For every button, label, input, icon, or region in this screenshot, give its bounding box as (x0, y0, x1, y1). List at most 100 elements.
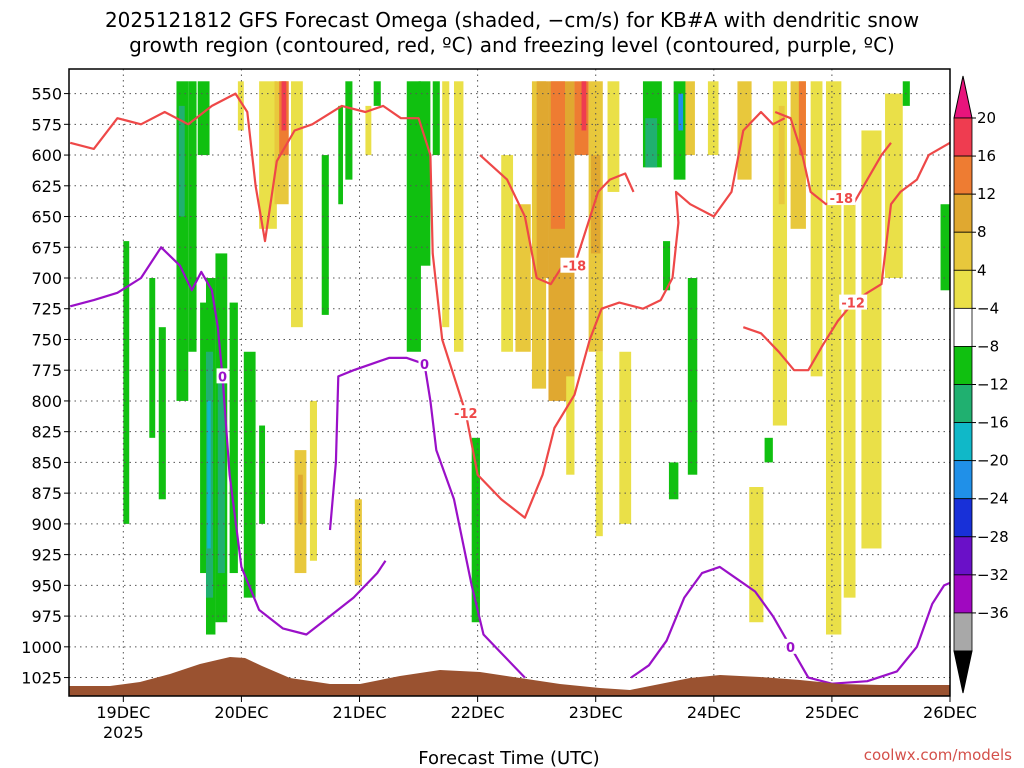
omega-patch-42 (550, 81, 566, 229)
omega-patch-20 (281, 81, 287, 131)
omega-patch-12 (217, 376, 225, 574)
y-tick-label-925: 925 (31, 546, 62, 565)
y-tick-label-575: 575 (31, 115, 62, 134)
omega-patch-62 (764, 437, 773, 463)
x-tick-label-26DEC: 26DEC (923, 703, 977, 722)
x-tick-label-21DEC: 21DEC (333, 703, 387, 722)
x-tick-sublabel-19DEC: 2025 (103, 723, 144, 742)
purple-contour-label-bg-2 (784, 638, 797, 654)
colorbar-swatch-0 (953, 117, 973, 157)
terrain-profile (69, 657, 950, 696)
y-tick-label-675: 675 (31, 238, 62, 257)
omega-patch-55 (673, 81, 686, 180)
omega-patch-44 (574, 81, 589, 156)
colorbar-label-13: −36 (977, 604, 1009, 622)
y-tick-label-800: 800 (31, 392, 62, 411)
purple-contour-label-2: 0 (786, 641, 795, 656)
colorbar-label-10: −24 (977, 490, 1009, 508)
omega-patch-16 (259, 425, 266, 524)
chart-title-line1: 2025121812 GFS Forecast Omega (shaded, −… (105, 8, 919, 32)
colorbar-label-6: −8 (977, 337, 999, 355)
red-contour-label-3: -12 (841, 297, 865, 312)
omega-patch-6 (197, 81, 210, 156)
y-tick-label-550: 550 (31, 85, 62, 104)
omega-patch-3 (176, 81, 189, 401)
x-tick-label-19DEC: 19DEC (96, 703, 150, 722)
colorbar-swatch-8 (953, 422, 973, 462)
colorbar-swatch-13 (953, 612, 973, 652)
colorbar-swatch-11 (953, 536, 973, 576)
colorbar: 20 16 12 8 4 −4 −8 −12 −16 −20 −24 −28 −32 −36 (953, 75, 1009, 694)
colorbar-swatch-10 (953, 498, 973, 538)
omega-patch-56 (678, 93, 684, 131)
omega-patch-67 (810, 81, 823, 377)
dendritic-contours: -12 -18 -18 -12 (69, 92, 951, 519)
y-tick-label-775: 775 (31, 361, 62, 380)
y-tick-label-875: 875 (31, 484, 62, 503)
omega-patch-64 (778, 105, 785, 205)
omega-patch-58 (687, 278, 698, 475)
omega-patch-61 (749, 487, 764, 623)
chart-title-line2: growth region (contoured, red, ºC) and f… (129, 33, 895, 57)
omega-patch-2 (158, 327, 166, 500)
omega-patch-69 (843, 204, 856, 598)
y-tick-label-625: 625 (31, 177, 62, 196)
y-tick-label-700: 700 (31, 269, 62, 288)
colorbar-label-4: 4 (977, 261, 987, 279)
omega-patch-47 (590, 155, 601, 254)
omega-patch-53 (663, 241, 671, 291)
omega-patch-54 (668, 462, 679, 500)
colorbar-top-arrow (953, 75, 973, 119)
colorbar-label-8: −16 (977, 414, 1009, 432)
y-axis: 550 575 600 625 650 675 700 725 750 775 800 825 850 8… (21, 85, 69, 688)
omega-patch-49 (607, 81, 620, 192)
colorbar-label-1: 16 (977, 147, 996, 165)
omega-patch-35 (453, 81, 464, 352)
omega-patch-38 (515, 204, 531, 352)
omega-patch-32 (418, 81, 431, 266)
purple-contour-line-2 (630, 565, 951, 685)
colorbar-swatch-3 (953, 231, 973, 271)
purple-contour-label-bg-0 (216, 368, 229, 384)
plot-area: -12 -18 -18 -12 0 0 0 (68, 68, 951, 697)
omega-patch-26 (338, 105, 343, 205)
omega-patch-66 (798, 81, 806, 156)
x-tick-label-24DEC: 24DEC (687, 703, 741, 722)
colorbar-swatch-9 (953, 460, 973, 500)
y-tick-label-825: 825 (31, 423, 62, 442)
red-contour-label-1: -18 (563, 260, 587, 275)
y-tick-label-975: 975 (31, 607, 62, 626)
omega-patch-0 (123, 241, 130, 524)
omega-patch-33 (432, 81, 440, 156)
purple-contour-label-bg-1 (418, 356, 431, 372)
omega-patch-68 (825, 81, 842, 635)
colorbar-swatch-4 (953, 269, 973, 309)
colorbar-label-2: 12 (977, 185, 996, 203)
colorbar-swatch-12 (953, 574, 973, 614)
omega-patch-10 (207, 400, 211, 549)
x-tick-label-23DEC: 23DEC (569, 703, 623, 722)
y-tick-label-950: 950 (31, 576, 62, 595)
credit-text: coolwx.com/models (864, 746, 1012, 764)
y-tick-label-750: 750 (31, 330, 62, 349)
omega-patch-34 (442, 81, 450, 328)
red-contour-label-2: -18 (830, 192, 854, 207)
colorbar-label-9: −20 (977, 452, 1009, 470)
omega-patch-45 (581, 81, 587, 131)
omega-patch-43 (566, 376, 575, 475)
purple-contour-line-0 (69, 246, 387, 636)
y-tick-label-900: 900 (31, 515, 62, 534)
freezing-level-contours: 0 0 0 (69, 246, 951, 685)
omega-patch-36 (471, 437, 480, 623)
x-tick-label-20DEC: 20DEC (214, 703, 268, 722)
omega-patch-31 (406, 81, 421, 352)
red-contour-label-bg-1 (560, 257, 589, 273)
colorbar-label-0: 20 (977, 109, 996, 127)
omega-patch-70 (861, 130, 882, 549)
omega-patch-25 (321, 155, 329, 315)
omega-patch-23 (298, 474, 303, 524)
x-axis-label: Forecast Time (UTC) (418, 748, 599, 768)
red-contour-label-bg-3 (839, 294, 868, 310)
omega-patch-71 (885, 93, 903, 279)
